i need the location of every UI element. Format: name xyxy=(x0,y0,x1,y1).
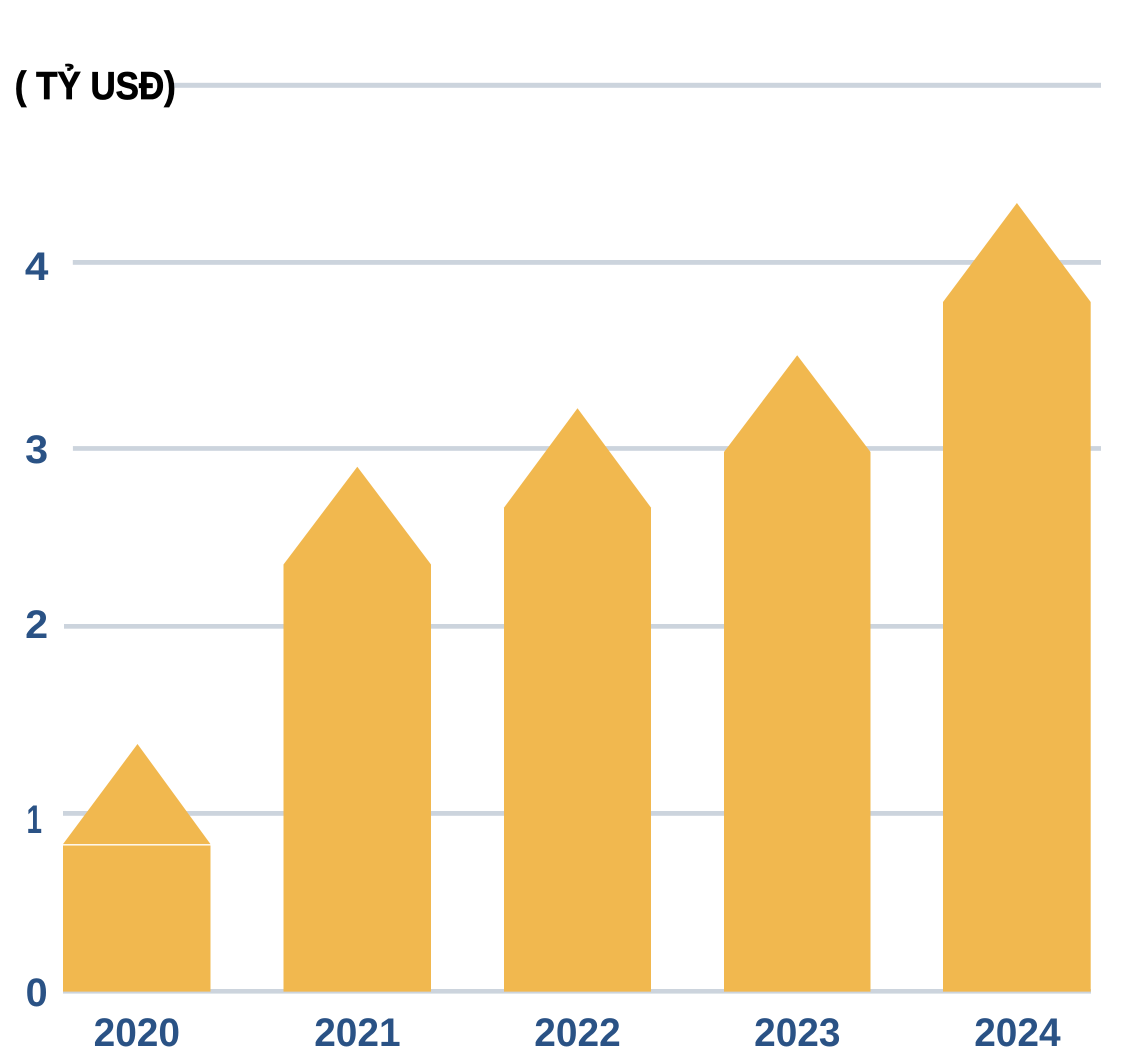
svg-text:2023: 2023 xyxy=(754,1011,840,1055)
svg-text:2: 2 xyxy=(25,603,48,647)
svg-text:1: 1 xyxy=(26,798,42,842)
svg-text:2021: 2021 xyxy=(314,1011,400,1055)
svg-text:0: 0 xyxy=(26,971,48,1015)
svg-text:2022: 2022 xyxy=(534,1011,620,1055)
svg-text:4: 4 xyxy=(25,245,49,289)
svg-text:3: 3 xyxy=(25,428,48,472)
svg-text:2024: 2024 xyxy=(974,1011,1060,1055)
svg-text:( TỶ USĐ): ( TỶ USĐ) xyxy=(15,64,176,108)
svg-text:2020: 2020 xyxy=(94,1011,180,1055)
